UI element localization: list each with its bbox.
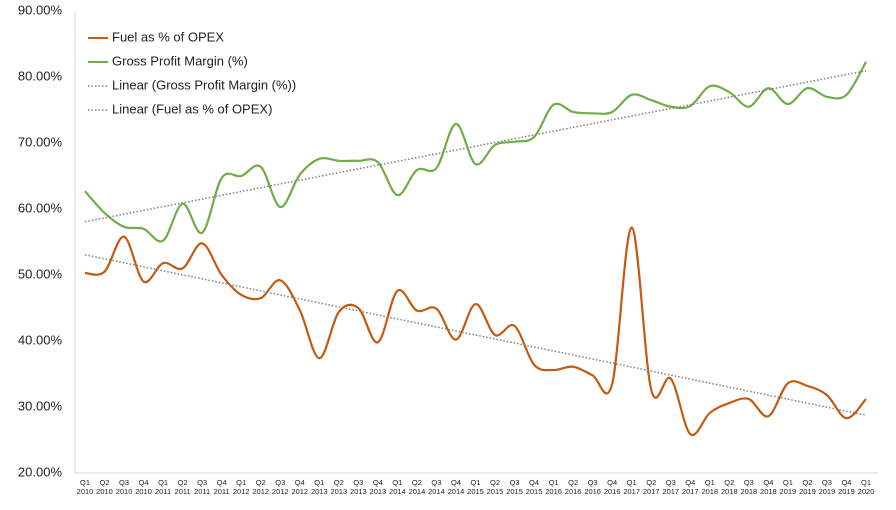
x-tick-label: Q1 2019 (779, 478, 797, 496)
y-tick-label: 30.00% (18, 398, 63, 413)
legend-label: Linear (Gross Profit Margin (%)) (112, 77, 296, 92)
x-tick-label: Q3 2017 (662, 478, 680, 496)
x-tick-label: Q3 2015 (506, 478, 523, 496)
legend-label: Linear (Fuel as % of OPEX) (112, 101, 272, 116)
x-tick-label: Q2 2019 (799, 478, 816, 496)
y-tick-label: 60.00% (18, 200, 63, 215)
x-tick-label: Q2 2010 (96, 478, 113, 496)
x-tick-label: Q1 2015 (467, 478, 484, 496)
x-tick-label: Q3 2016 (584, 478, 601, 496)
x-tick-label: Q1 2016 (545, 478, 562, 496)
x-tick-label: Q4 2014 (447, 478, 465, 496)
y-tick-label: 90.00% (18, 2, 63, 17)
x-tick-label: Q4 2010 (135, 478, 152, 496)
x-tick-label: Q3 2012 (271, 478, 289, 496)
x-tick-label: Q4 2012 (291, 478, 309, 496)
x-tick-label: Q4 2017 (681, 478, 699, 496)
x-tick-label: Q1 2017 (623, 478, 641, 496)
x-tick-label: Q4 2018 (760, 478, 777, 496)
y-tick-label: 50.00% (18, 266, 63, 281)
x-tick-label: Q2 2013 (330, 478, 348, 496)
x-tick-label: Q1 2010 (76, 478, 94, 496)
x-tick-label: Q1 2013 (310, 478, 328, 496)
x-tick-label: Q2 2014 (408, 478, 426, 496)
x-tick-label: Q1 2020 (857, 478, 875, 496)
line (84, 226, 867, 437)
x-tick-label: Q2 2016 (564, 478, 582, 496)
x-tick-label: Q3 2010 (115, 478, 133, 496)
x-tick-label: Q2 2018 (720, 478, 738, 496)
y-tick-label: 80.00% (18, 68, 63, 83)
x-tick-label: Q3 2014 (428, 478, 445, 496)
x-tick-label: Q3 2013 (350, 478, 367, 496)
y-tick-label: 40.00% (18, 332, 63, 347)
x-tick-label: Q3 2011 (194, 478, 211, 496)
x-tick-label: Q1 2012 (232, 478, 250, 496)
x-tick-label: Q2 2015 (486, 478, 504, 496)
x-tick-label: Q2 2011 (174, 478, 191, 496)
x-tick-label: Q4 2011 (213, 478, 230, 496)
x-tick-label: Q4 2016 (603, 478, 621, 496)
x-tick-label: Q3 2018 (740, 478, 758, 496)
x-tick-label: Q1 2014 (389, 478, 406, 496)
x-tick-label: Q3 2019 (818, 478, 836, 496)
legend-label: Gross Profit Margin (%) (112, 53, 248, 68)
x-tick-label: Q1 2011 (155, 478, 172, 496)
x-tick-label: Q4 2013 (369, 478, 387, 496)
x-tick-label: Q2 2012 (252, 478, 270, 496)
x-tick-label: Q4 2015 (525, 478, 543, 496)
x-tick-label: Q1 2018 (701, 478, 719, 496)
y-tick-label: 70.00% (18, 134, 63, 149)
trendline (84, 70, 867, 223)
x-tick-label: Q2 2017 (642, 478, 660, 496)
y-tick-label: 20.00% (18, 464, 63, 479)
trendline (84, 254, 867, 416)
x-tick-label: Q4 2019 (838, 478, 855, 496)
legend-label: Fuel as % of OPEX (112, 29, 224, 44)
